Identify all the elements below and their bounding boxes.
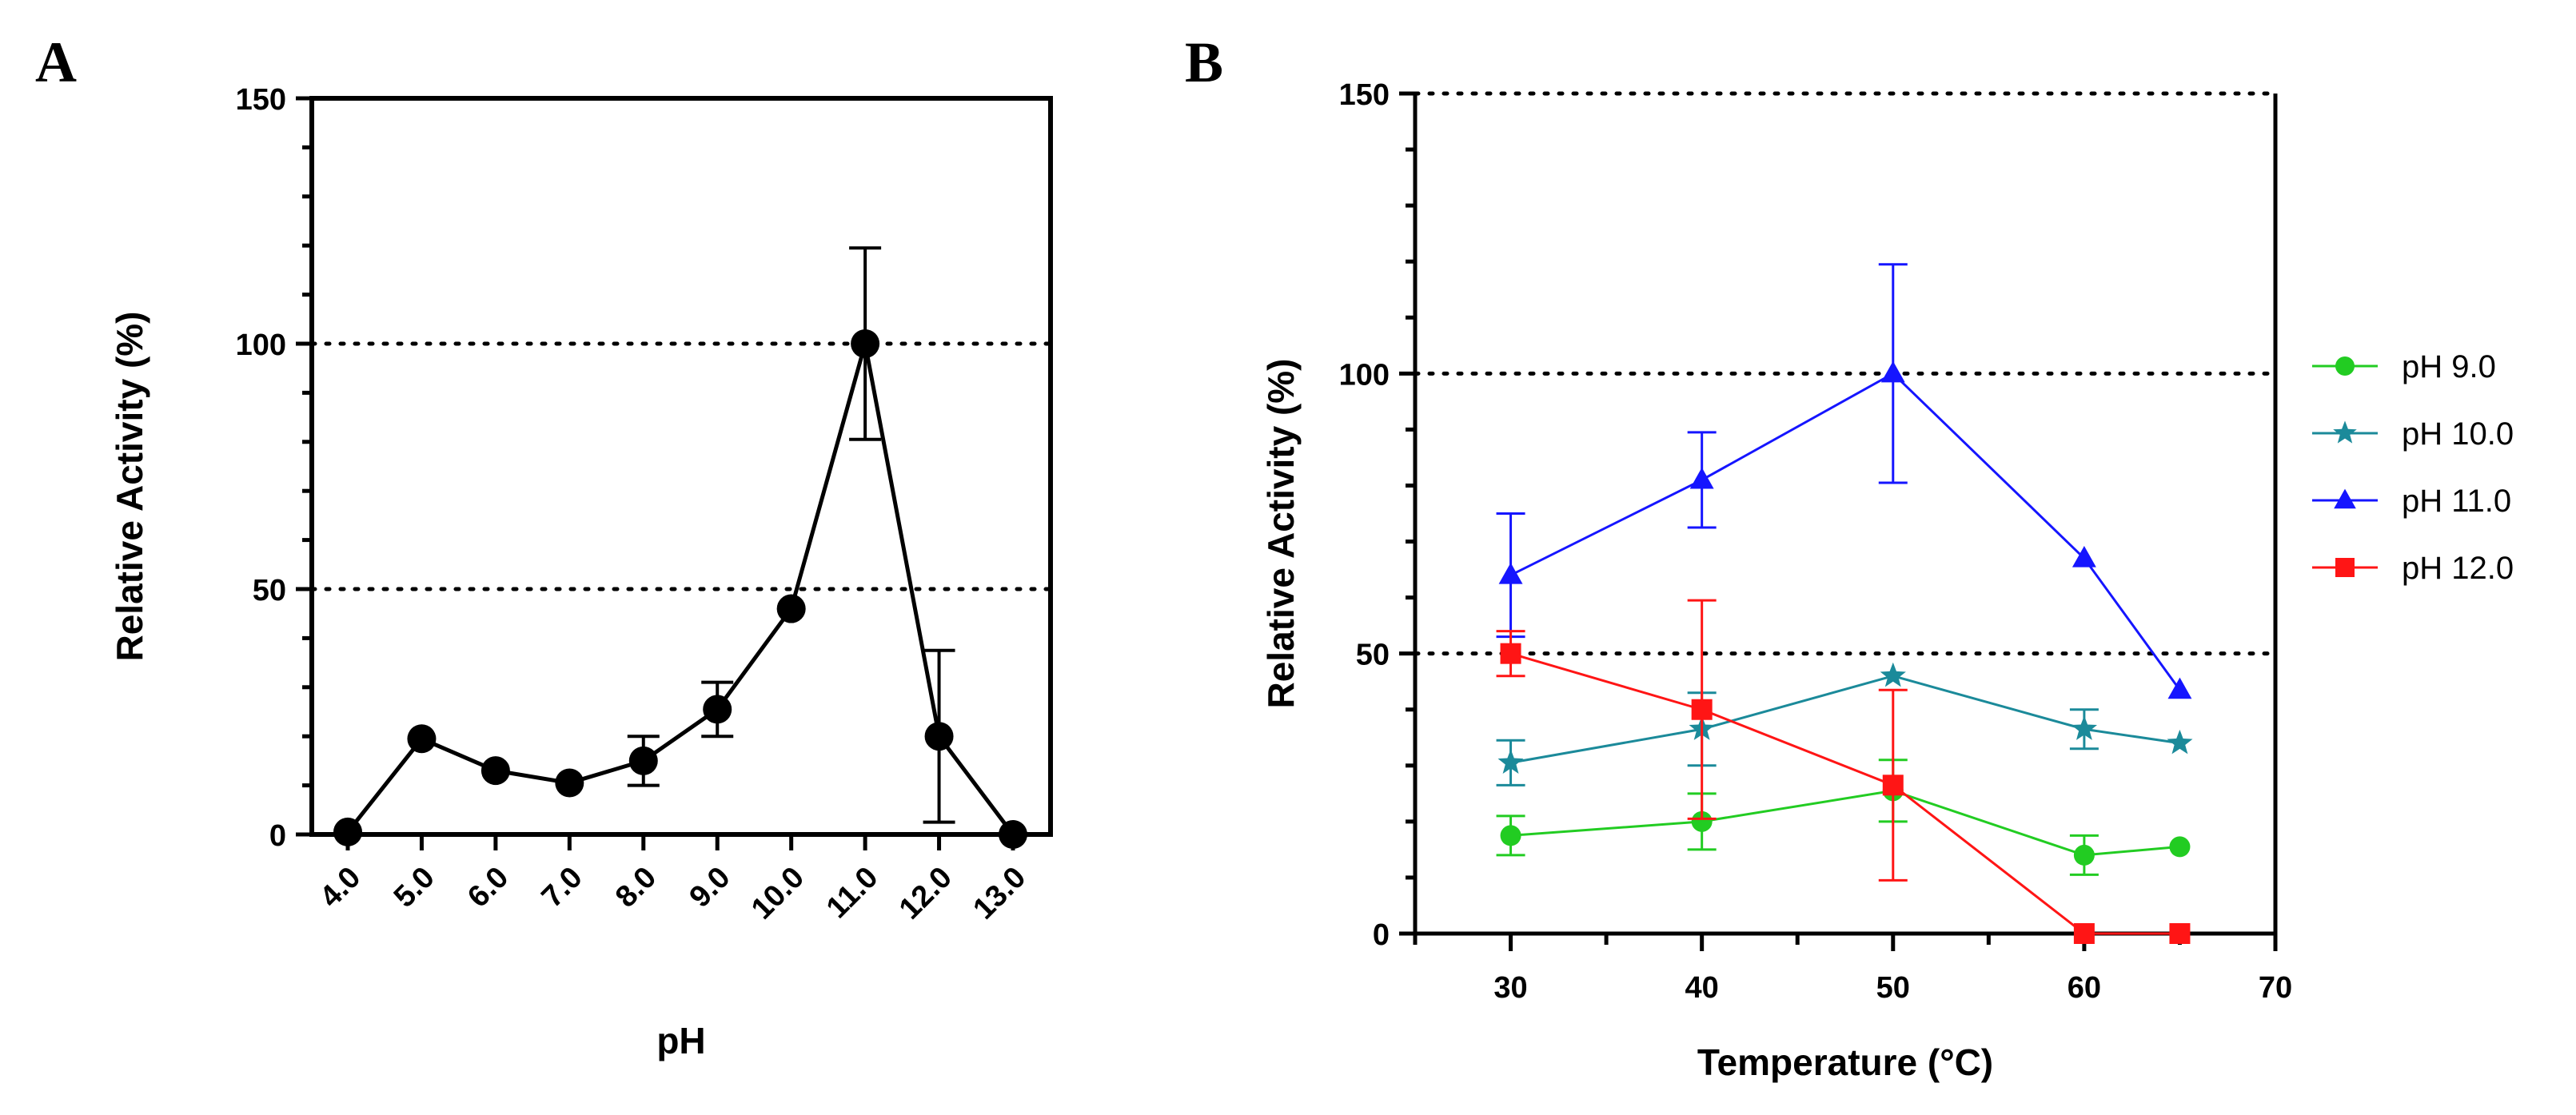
- series-ph-9-0: [1496, 759, 2191, 876]
- y-tick-label: 0: [269, 819, 286, 853]
- data-point: [407, 724, 437, 754]
- plot-frame: [309, 96, 1053, 837]
- data-point: [1882, 775, 1904, 796]
- panel-a-chart: 0 50 100 150 4.0 5.0 6.0 7.0 8.0 9.0 10.0 11.0 12.0 1…: [109, 83, 1053, 1061]
- data-point: [2072, 545, 2096, 567]
- legend-marker: [2333, 420, 2357, 444]
- data-point: [924, 722, 954, 751]
- data-point: [999, 820, 1027, 849]
- data-point: [2167, 677, 2192, 699]
- x-axis-title: Temperature (°C): [1697, 1041, 1993, 1083]
- data-point: [1500, 643, 1521, 664]
- data-point: [1498, 562, 1523, 584]
- legend-marker: [2335, 558, 2355, 577]
- data-point: [628, 746, 658, 775]
- data-point: [2169, 836, 2191, 858]
- x-tick-label: 7.0: [536, 861, 589, 914]
- data-point: [1691, 810, 1713, 832]
- legend-label: pH 12.0: [2402, 551, 2514, 586]
- data-point: [703, 695, 732, 724]
- x-tick-label: 12.0: [893, 861, 959, 926]
- x-tick-label: 11.0: [820, 861, 885, 926]
- data-point: [2167, 729, 2193, 755]
- legend-item: pH 12.0: [2312, 551, 2514, 586]
- y-tick-label: 0: [1373, 918, 1390, 952]
- series-line: [346, 343, 1015, 836]
- x-tick-label: 60: [2068, 971, 2101, 1005]
- legend-marker: [2334, 488, 2356, 509]
- data-point: [555, 768, 584, 798]
- x-tick-label: 10.0: [745, 861, 811, 926]
- x-tick-label: 40: [1685, 971, 1719, 1005]
- data-point: [1880, 360, 1905, 383]
- legend-label: pH 9.0: [2402, 349, 2496, 384]
- x-tick-label: 13.0: [967, 861, 1032, 926]
- x-tick-label: 6.0: [461, 861, 515, 914]
- panel-a-label: A: [35, 30, 77, 94]
- panel-b-chart: 0 50 100 150 30 40 50 60 70 Temperature (°C) Relat…: [1260, 78, 2292, 1083]
- y-tick-label: 50: [253, 574, 286, 607]
- data-point: [1880, 662, 1906, 687]
- x-axis-title: pH: [656, 1020, 705, 1061]
- y-tick-label: 150: [236, 83, 286, 117]
- y-tick-label: 100: [236, 329, 286, 362]
- x-tick-label: 8.0: [609, 861, 663, 914]
- y-tick-label: 100: [1339, 358, 1390, 392]
- y-tick-label: 50: [1356, 639, 1390, 672]
- data-point: [2073, 844, 2095, 866]
- x-tick-label: 70: [2259, 971, 2292, 1005]
- legend: pH 9.0 pH 10.0 pH 11.0 pH 12.0: [2312, 349, 2514, 586]
- legend-item: pH 9.0: [2312, 349, 2496, 384]
- legend-marker: [2335, 356, 2355, 376]
- panel-b-label: B: [1185, 30, 1223, 94]
- y-axis-title: Relative Activity (%): [1260, 359, 1302, 709]
- x-tick-label: 50: [1876, 971, 1910, 1005]
- data-point: [1497, 749, 1524, 774]
- x-tick-label: 4.0: [313, 861, 367, 914]
- series-ph-12-0: [1496, 599, 2191, 944]
- legend-item: pH 10.0: [2312, 416, 2514, 452]
- legend-label: pH 10.0: [2402, 416, 2514, 452]
- y-tick-label: 150: [1339, 78, 1390, 112]
- data-point: [2169, 923, 2191, 944]
- x-tick-label: 30: [1493, 971, 1527, 1005]
- legend-label: pH 11.0: [2402, 484, 2511, 519]
- series-line: [1509, 372, 2181, 691]
- data-point: [2071, 715, 2097, 740]
- data-point: [851, 329, 880, 358]
- data-point: [776, 594, 806, 623]
- data-point: [1691, 699, 1713, 720]
- legend-item: pH 11.0: [2312, 484, 2511, 519]
- x-tick-label: 9.0: [684, 861, 737, 914]
- data-point: [333, 817, 362, 846]
- series-ph-11-0: [1496, 263, 2192, 699]
- x-tick-label: 5.0: [388, 861, 441, 914]
- series-line: [1510, 652, 2180, 935]
- data-point: [2073, 923, 2095, 944]
- data-point: [1500, 825, 1521, 846]
- data-point: [481, 756, 510, 786]
- data-point: [1689, 467, 1714, 489]
- series-line: [1510, 789, 2180, 857]
- y-axis-title: Relative Activity (%): [109, 312, 150, 662]
